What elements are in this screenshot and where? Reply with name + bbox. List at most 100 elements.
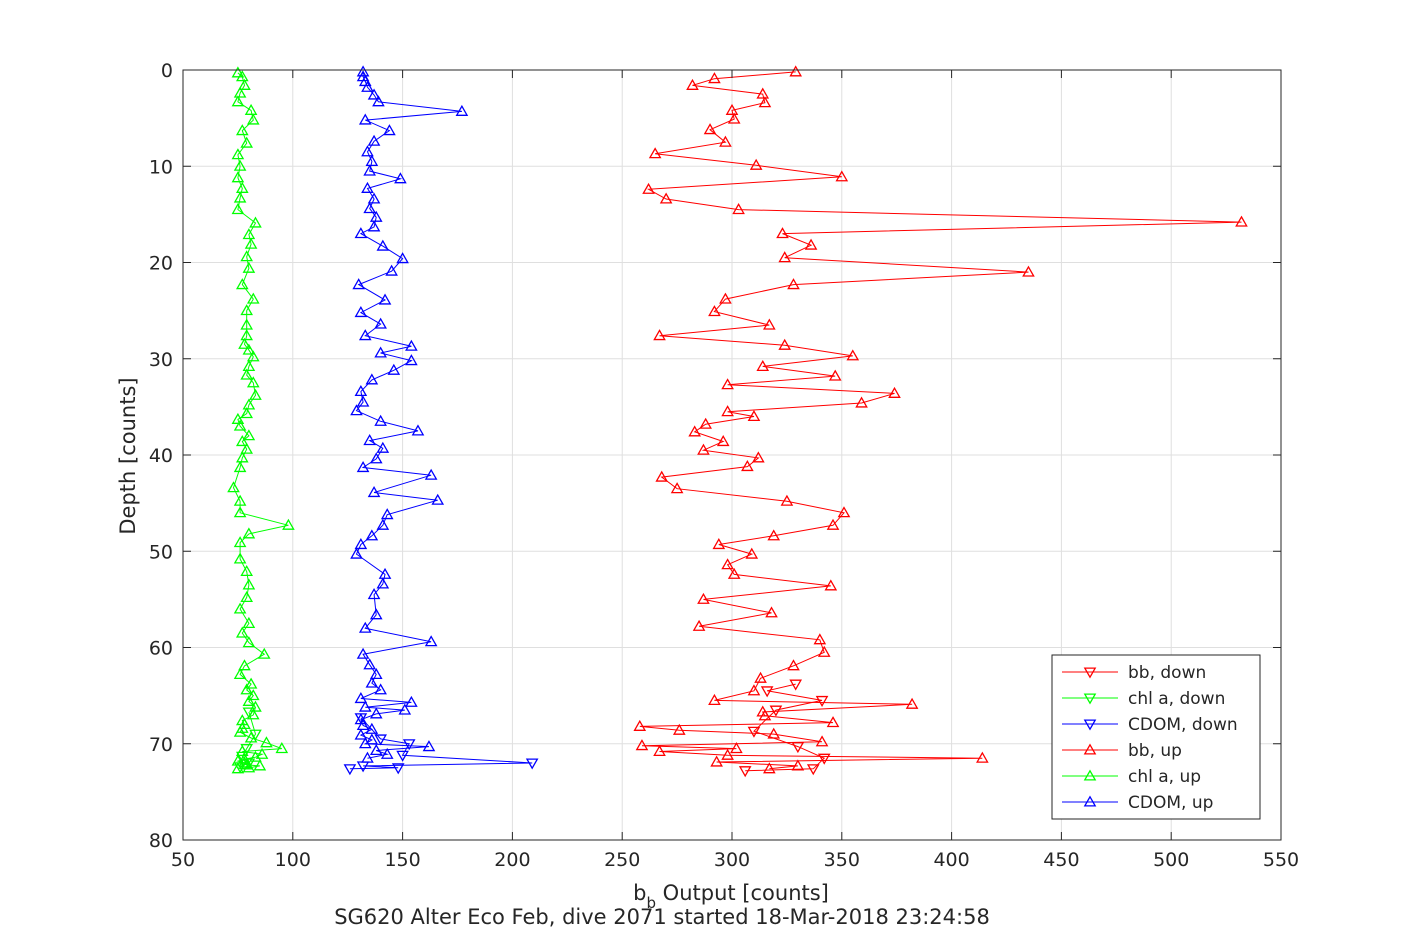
data-point [244, 677, 258, 689]
data-point [763, 318, 776, 330]
data-point [242, 398, 256, 410]
data-point [767, 529, 781, 541]
data-point [888, 386, 901, 398]
data-point [356, 718, 370, 731]
x-tick-label: 150 [384, 849, 420, 871]
data-point [763, 762, 776, 774]
data-point [778, 251, 792, 263]
data-point [1235, 215, 1248, 227]
data-point [394, 172, 407, 184]
data-point [227, 481, 240, 493]
data-point [235, 751, 249, 763]
data-point [363, 202, 376, 214]
data-point [354, 384, 368, 397]
data-point [354, 728, 368, 740]
data-point [238, 78, 251, 90]
data-point [246, 689, 260, 701]
data-point [233, 536, 247, 548]
data-point [396, 252, 409, 264]
data-point [233, 725, 247, 737]
data-point [708, 305, 721, 317]
data-point [240, 329, 254, 341]
data-point [233, 159, 247, 171]
data-point [235, 451, 249, 463]
x-tick-label: 50 [171, 849, 195, 871]
data-point [824, 579, 838, 591]
data-point [233, 552, 247, 564]
data-point [767, 727, 781, 739]
x-axis-label-subscript: b [646, 894, 656, 912]
data-point [369, 743, 383, 756]
data-point [398, 703, 412, 715]
data-point [372, 95, 385, 107]
data-point [835, 170, 849, 182]
data-point [242, 343, 256, 355]
data-point [721, 405, 734, 417]
data-point [747, 726, 761, 738]
data-point [235, 124, 249, 136]
data-point [231, 171, 245, 183]
data-point [778, 338, 792, 350]
y-axis-label: Depth [counts] [116, 377, 140, 534]
data-point [383, 124, 396, 136]
data-point [367, 134, 381, 146]
x-tick-label: 350 [824, 849, 860, 871]
data-point [242, 694, 256, 706]
data-point [431, 493, 445, 505]
data-point [826, 716, 840, 728]
data-point [670, 482, 684, 494]
data-point [648, 147, 662, 159]
data-point [699, 417, 712, 429]
legend-entry: bb, down [1062, 663, 1206, 683]
data-point [363, 164, 376, 176]
legend-label: CDOM, down [1128, 715, 1238, 735]
data-point [655, 470, 669, 482]
legend-marker [1083, 719, 1097, 731]
data-point [242, 359, 256, 371]
data-point [787, 659, 800, 671]
series-line [349, 717, 533, 770]
data-point [246, 376, 260, 388]
data-point [361, 181, 374, 193]
data-point [356, 647, 370, 659]
data-point [358, 700, 372, 712]
legend-marker [1083, 693, 1097, 705]
data-point [356, 65, 370, 77]
x-tick-label: 400 [933, 849, 969, 871]
data-point [378, 293, 392, 305]
data-point [231, 66, 245, 78]
data-point [855, 396, 868, 408]
data-point [688, 425, 701, 437]
data-point [789, 65, 803, 77]
data-point [233, 191, 247, 203]
data-point [240, 407, 254, 419]
data-point [789, 679, 803, 691]
data-point [361, 751, 374, 763]
x-tick-label: 550 [1263, 849, 1299, 871]
data-point [653, 329, 666, 341]
data-point [231, 203, 245, 215]
data-point [235, 626, 249, 638]
data-point [242, 616, 256, 628]
data-point [240, 368, 254, 380]
data-point [238, 756, 251, 768]
legend-label: bb, up [1128, 741, 1182, 761]
data-point [231, 412, 245, 424]
data-point [231, 754, 245, 766]
data-point [697, 592, 710, 604]
data-point [727, 112, 741, 124]
data-point [233, 494, 247, 506]
legend-marker [1083, 743, 1097, 755]
data-point [231, 762, 245, 774]
data-point [422, 740, 436, 752]
y-tick-label: 70 [149, 734, 173, 756]
legend-entry: bb, up [1062, 741, 1182, 761]
legend-entry: CDOM, up [1062, 793, 1213, 813]
data-point [231, 95, 245, 107]
data-point [411, 424, 425, 436]
data-point [780, 494, 794, 506]
data-point [455, 104, 469, 116]
data-point [244, 237, 258, 249]
data-point [721, 378, 734, 390]
data-point [525, 758, 539, 770]
